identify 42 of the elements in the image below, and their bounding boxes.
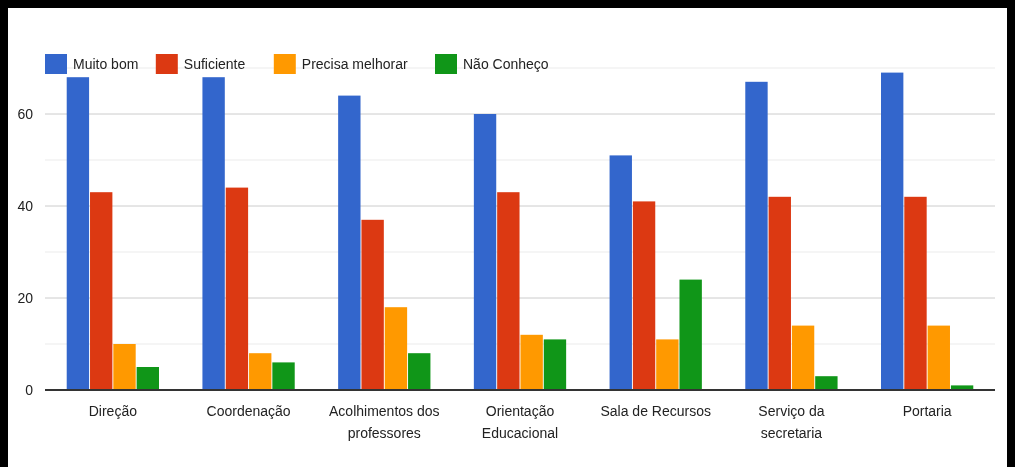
bar bbox=[113, 344, 136, 390]
bar bbox=[679, 279, 702, 390]
bar bbox=[745, 81, 768, 390]
x-tick-label: Serviço da secretaria bbox=[758, 403, 825, 441]
x-tick-label: Acolhimentos dos professores bbox=[329, 403, 440, 441]
bar bbox=[632, 201, 656, 390]
legend-label: Muito bom bbox=[73, 55, 139, 72]
legend-label: Não Conheço bbox=[463, 55, 549, 72]
bar bbox=[249, 353, 272, 390]
bar bbox=[384, 307, 408, 390]
bar bbox=[904, 196, 927, 390]
bar bbox=[656, 339, 679, 390]
y-tick-label: 60 bbox=[17, 105, 34, 122]
bar bbox=[768, 196, 791, 390]
bar bbox=[927, 325, 950, 390]
x-tick-label: Direção bbox=[88, 403, 138, 419]
bar bbox=[791, 325, 815, 390]
bar bbox=[497, 192, 520, 390]
y-tick-label: 0 bbox=[25, 381, 34, 398]
bar bbox=[338, 95, 361, 390]
bar bbox=[136, 367, 159, 390]
x-tick-label: Sala de Recursos bbox=[600, 403, 711, 419]
bar bbox=[66, 77, 90, 390]
legend-label: Precisa melhorar bbox=[301, 55, 408, 72]
bar bbox=[473, 114, 497, 390]
bar bbox=[881, 72, 904, 390]
bar bbox=[202, 77, 225, 390]
x-tick-label: Coordenação bbox=[206, 403, 291, 419]
legend-label: Suficiente bbox=[183, 55, 246, 72]
bar bbox=[90, 192, 113, 390]
x-tick-label: Portaria bbox=[902, 403, 952, 419]
bar bbox=[520, 334, 543, 390]
y-tick-label: 40 bbox=[17, 197, 34, 214]
bar bbox=[543, 339, 567, 390]
y-tick-label: 20 bbox=[17, 289, 34, 306]
bar bbox=[408, 353, 431, 390]
x-tick-label: Orientação Educacional bbox=[481, 403, 559, 441]
bar bbox=[815, 376, 838, 390]
bar bbox=[361, 219, 384, 390]
bar bbox=[272, 362, 295, 390]
bar bbox=[609, 155, 632, 390]
bar bbox=[225, 187, 249, 390]
